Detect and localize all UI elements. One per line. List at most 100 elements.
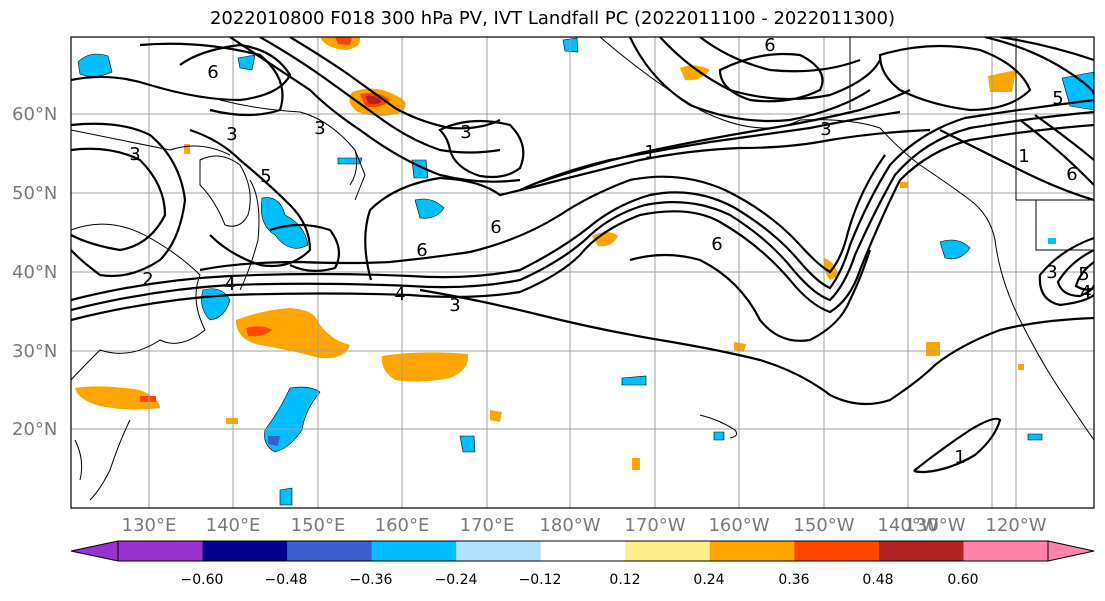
pv-contour-line (139, 42, 284, 117)
contour-label: 1 (954, 447, 965, 468)
lon-label: 120°W (985, 515, 1047, 536)
positive-anomaly-patch (592, 232, 618, 247)
map-title: 2022010800 F018 300 hPa PV, IVT Landfall… (209, 8, 896, 29)
positive-anomaly-patch (1018, 364, 1024, 370)
lon-label: 160°W (708, 515, 770, 536)
negative-anomaly-patch (1027, 433, 1043, 441)
lon-label: 170°W (624, 515, 686, 536)
positive-anomaly-patch (366, 95, 382, 105)
positive-anomaly-patch (246, 326, 272, 337)
positive-anomaly-patch (680, 65, 710, 81)
contour-label: 3 (1046, 262, 1057, 283)
positive-anomaly-patch (734, 342, 746, 352)
negative-anomaly-patch (77, 53, 113, 77)
negative-anomaly-patch (414, 198, 445, 219)
colorbar-outline (117, 540, 1049, 562)
pv-contour-line (699, 37, 861, 73)
colorbar-tick-label: 0.12 (609, 572, 641, 588)
contour-label: 3 (226, 124, 237, 145)
colorbar-segment (371, 541, 457, 561)
pv-contour-line (289, 37, 501, 130)
colorbar-tick-label: 0.48 (862, 572, 894, 588)
pv-contour-line (1034, 114, 1094, 161)
colorbar-tick-label: −0.36 (349, 572, 393, 588)
lat-label: 50°N (12, 183, 58, 204)
pv-contour-line (71, 122, 187, 278)
contour-label: 3 (129, 144, 140, 165)
pv-contour-line (939, 129, 1094, 202)
contour-label: 2 (142, 269, 153, 290)
pv-contour-line (71, 110, 1094, 312)
colorbar-segment (287, 541, 373, 561)
pv-contour-line (259, 37, 501, 154)
pv-contour-line (539, 89, 911, 184)
contour-label: 6 (416, 240, 427, 261)
colorbar-tick-label: −0.48 (264, 572, 308, 588)
negative-anomaly-patch (459, 435, 476, 453)
positive-anomaly-patch (335, 37, 352, 45)
positive-anomaly-patch (236, 308, 350, 359)
contour-label: 4 (224, 274, 235, 295)
lat-label: 30°N (12, 341, 58, 362)
negative-anomaly-patch (279, 487, 293, 506)
pv-contour-line (269, 223, 341, 272)
negative-anomaly-patch (939, 239, 971, 260)
colorbar-segment (625, 541, 711, 561)
pv-contour-line (999, 37, 1094, 62)
lat-label: 40°N (12, 262, 58, 283)
pv-contour-line (438, 119, 525, 179)
colorbar (70, 540, 1095, 562)
contour-label: 3 (460, 122, 471, 143)
lon-label: 140°W (877, 515, 939, 536)
colorbar-segment (118, 541, 204, 561)
pv-contour-line (199, 154, 886, 274)
lon-label: 150°E (290, 515, 346, 536)
contour-label: 5 (1052, 88, 1063, 109)
pv-contour-line (189, 128, 312, 268)
pv-contour-line (1019, 119, 1094, 186)
pv-contour-line (913, 417, 1002, 474)
positive-anomaly-patch (926, 342, 940, 356)
pv-contour-line (71, 147, 167, 252)
contour-label: 1 (644, 142, 655, 163)
negative-anomaly-patch (268, 436, 280, 446)
pv-contour-line (419, 288, 1094, 406)
pv-contour-line (718, 52, 824, 103)
colorbar-tick-label: −0.60 (180, 572, 224, 588)
lat-label: 60°N (12, 104, 58, 125)
contour-label: 5 (260, 166, 271, 187)
positive-anomaly-patch (226, 418, 238, 424)
lon-label: 170°E (459, 515, 515, 536)
negative-anomaly-patch (621, 375, 647, 386)
contour-label: 6 (764, 35, 775, 56)
pv-contour-line (71, 123, 1094, 322)
colorbar-tick-label: 0.60 (947, 572, 979, 588)
positive-anomaly-patch (900, 182, 908, 188)
pv-contour-line (1038, 236, 1094, 307)
colorbar-tick-label: 0.36 (778, 572, 810, 588)
positive-anomaly-patch (140, 396, 156, 402)
pv-contour-line (878, 44, 1032, 112)
negative-anomaly-patch (337, 157, 363, 165)
pv-contour-line (519, 110, 901, 192)
colorbar-segment (794, 541, 880, 561)
lon-label: 150°W (793, 515, 855, 536)
colorbar-extend-high (1047, 540, 1095, 562)
colorbar-tick-label: 0.24 (693, 572, 725, 588)
colorbar-extend-low (70, 540, 119, 562)
positive-anomaly-patch (823, 258, 838, 280)
pv-contour-line (984, 37, 1094, 96)
pv-contour-line (71, 98, 1094, 302)
contour-label-group: 6 6 3 3 3 5 3 4 4 3 6 6 1 3 6 6 3 4 5 5 … (129, 35, 1091, 468)
pv-contour-line (629, 37, 871, 123)
lon-label: 160°E (374, 515, 430, 536)
contour-label: 4 (1080, 282, 1091, 303)
contour-label: 4 (394, 284, 405, 305)
map-frame (70, 36, 1095, 509)
colorbar-segment (540, 541, 626, 561)
positive-anomaly-patch (988, 70, 1016, 92)
contour-label: 6 (207, 62, 218, 83)
colorbar-segment (963, 541, 1049, 561)
colorbar-segment (456, 541, 542, 561)
